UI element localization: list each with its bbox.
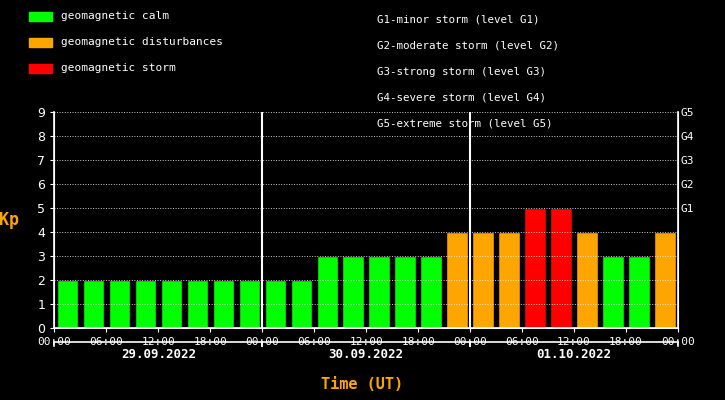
Text: G2-moderate storm (level G2): G2-moderate storm (level G2) — [377, 41, 559, 51]
Text: 29.09.2022: 29.09.2022 — [121, 348, 196, 360]
Text: geomagnetic storm: geomagnetic storm — [61, 64, 175, 74]
Bar — [186, 280, 208, 328]
Bar — [161, 280, 182, 328]
Bar — [550, 208, 571, 328]
Bar — [239, 280, 260, 328]
Text: Kp: Kp — [0, 211, 19, 229]
Bar — [420, 256, 442, 328]
Text: 30.09.2022: 30.09.2022 — [328, 348, 404, 360]
Text: geomagnetic calm: geomagnetic calm — [61, 12, 169, 22]
Bar — [291, 280, 312, 328]
Bar — [524, 208, 546, 328]
Text: G5-extreme storm (level G5): G5-extreme storm (level G5) — [377, 119, 552, 129]
Text: G3-strong storm (level G3): G3-strong storm (level G3) — [377, 67, 546, 77]
Bar — [368, 256, 390, 328]
Bar — [57, 280, 78, 328]
Bar — [265, 280, 286, 328]
Text: Time (UT): Time (UT) — [321, 377, 404, 392]
Bar — [654, 232, 676, 328]
Bar — [109, 280, 130, 328]
Bar — [473, 232, 494, 328]
Bar — [498, 232, 520, 328]
Bar — [602, 256, 624, 328]
Bar — [83, 280, 104, 328]
Text: G1-minor storm (level G1): G1-minor storm (level G1) — [377, 15, 539, 25]
Bar — [576, 232, 597, 328]
Text: geomagnetic disturbances: geomagnetic disturbances — [61, 37, 223, 47]
Bar — [629, 256, 650, 328]
Bar — [135, 280, 156, 328]
Bar — [317, 256, 338, 328]
Bar — [447, 232, 468, 328]
Bar — [342, 256, 364, 328]
Bar — [394, 256, 415, 328]
Text: 01.10.2022: 01.10.2022 — [536, 348, 611, 360]
Bar — [212, 280, 234, 328]
Text: G4-severe storm (level G4): G4-severe storm (level G4) — [377, 93, 546, 103]
